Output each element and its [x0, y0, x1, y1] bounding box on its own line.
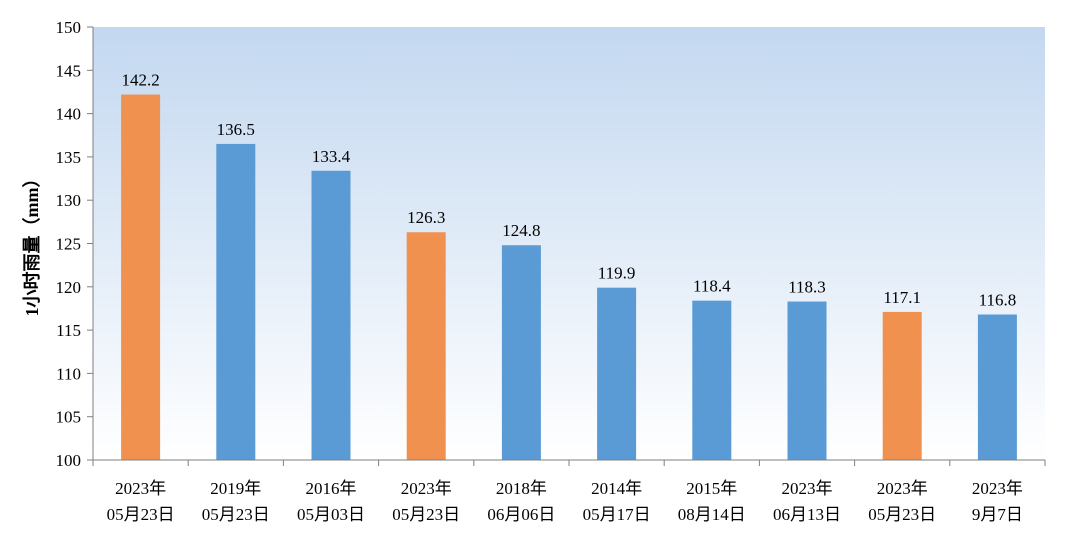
data-label-3: 133.4	[312, 147, 351, 166]
category-label-1-date: 05月23日	[107, 505, 175, 524]
y-axis-label: 1小时雨量（mm）	[21, 170, 42, 317]
y-tick-label-100: 100	[56, 451, 82, 470]
category-label-4-year: 2023年	[401, 479, 452, 498]
bar-8	[787, 301, 827, 460]
bar-6	[597, 287, 637, 460]
bar-2	[216, 143, 256, 460]
category-label-6-date: 05月17日	[583, 505, 651, 524]
data-label-5: 124.8	[502, 221, 540, 240]
category-label-3-year: 2016年	[306, 479, 357, 498]
category-label-8-year: 2023年	[782, 479, 833, 498]
y-tick-label-120: 120	[56, 278, 82, 297]
y-tick-label-115: 115	[56, 321, 81, 340]
bar-5	[501, 245, 541, 460]
category-label-2-date: 05月23日	[202, 505, 270, 524]
category-label-10-year: 2023年	[972, 479, 1023, 498]
data-label-7: 118.4	[693, 277, 731, 296]
y-tick-label-125: 125	[56, 235, 82, 254]
y-tick-label-135: 135	[56, 148, 82, 167]
bar-7	[692, 300, 732, 460]
data-label-9: 117.1	[883, 288, 921, 307]
bar-4	[406, 232, 446, 460]
category-label-5-year: 2018年	[496, 479, 547, 498]
category-label-9-year: 2023年	[877, 479, 928, 498]
category-label-2-year: 2019年	[210, 479, 261, 498]
y-tick-label-150: 150	[56, 18, 82, 37]
category-label-9-date: 05月23日	[868, 505, 936, 524]
category-label-6-year: 2014年	[591, 479, 642, 498]
category-label-5-date: 06月06日	[487, 505, 555, 524]
data-label-4: 126.3	[407, 208, 445, 227]
y-tick-label-110: 110	[56, 364, 81, 383]
category-label-3-date: 05月03日	[297, 505, 365, 524]
data-label-6: 119.9	[598, 264, 636, 283]
bar-10	[977, 314, 1017, 460]
category-label-8-date: 06月13日	[773, 505, 841, 524]
y-tick-label-140: 140	[56, 105, 82, 124]
category-label-1-year: 2023年	[115, 479, 166, 498]
category-label-10-date: 9月7日	[972, 505, 1023, 524]
data-label-8: 118.3	[788, 278, 826, 297]
category-label-4-date: 05月23日	[392, 505, 460, 524]
data-label-1: 142.2	[121, 71, 159, 90]
bar-1	[121, 94, 161, 460]
bar-3	[311, 170, 351, 461]
bar-9	[882, 311, 922, 460]
y-tick-label-145: 145	[56, 61, 82, 80]
data-label-10: 116.8	[979, 291, 1017, 310]
y-tick-label-130: 130	[56, 191, 82, 210]
y-tick-label-105: 105	[56, 408, 82, 427]
category-label-7-date: 08月14日	[678, 505, 746, 524]
category-label-7-year: 2015年	[686, 479, 737, 498]
data-label-2: 136.5	[217, 120, 255, 139]
